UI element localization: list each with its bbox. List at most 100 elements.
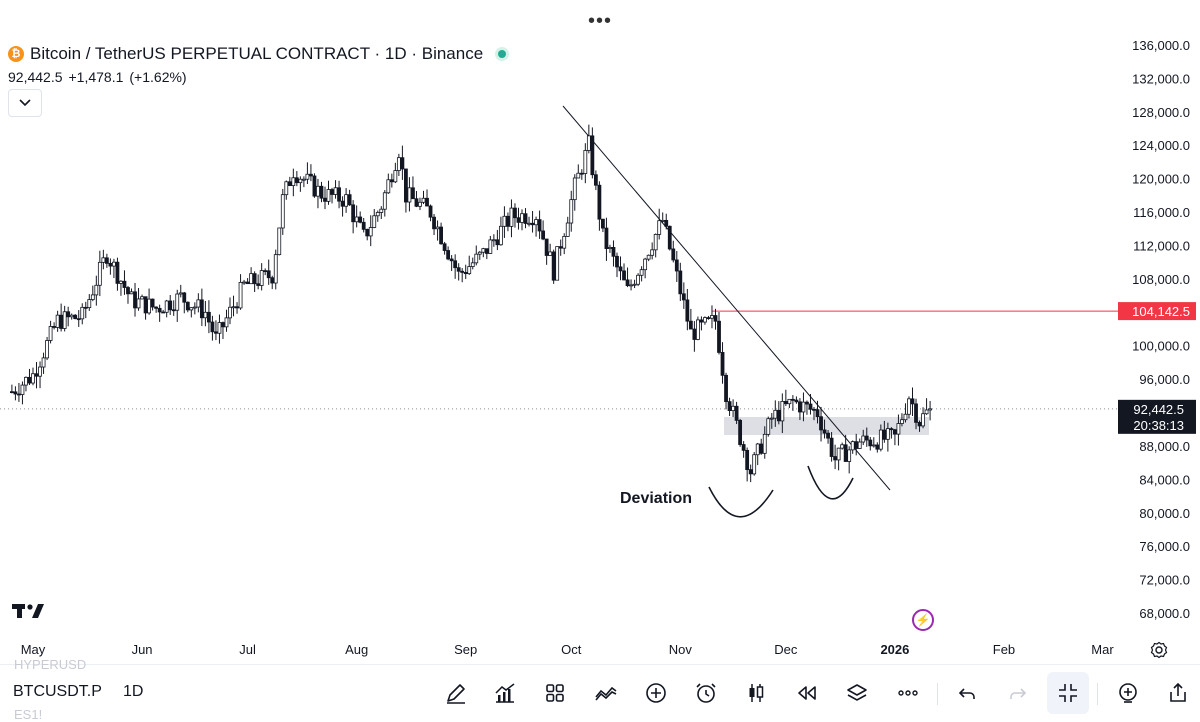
candle-up xyxy=(643,258,648,271)
candle-up xyxy=(94,284,99,296)
candle-up xyxy=(291,177,296,186)
candle-up xyxy=(277,227,282,256)
y-axis-label: 68,000.0 xyxy=(1139,606,1190,621)
drag-handle-dots[interactable]: ••• xyxy=(588,10,613,32)
candle-down xyxy=(463,272,468,275)
candle-up xyxy=(48,326,53,341)
more-button[interactable] xyxy=(891,676,925,710)
settings-gear-icon[interactable] xyxy=(1150,641,1168,664)
symbol-selector[interactable]: BTCUSDT.P xyxy=(13,683,102,700)
candle-up xyxy=(284,181,289,196)
share-button[interactable] xyxy=(1161,676,1195,710)
retest-curve xyxy=(807,465,854,500)
candle-up xyxy=(565,222,570,237)
interval-selector[interactable]: 1D xyxy=(123,683,144,700)
bottom-toolbar: HYPERUSD BTCUSDT.P 1D ES1! xyxy=(0,657,1200,722)
exit-fullscreen-button[interactable] xyxy=(1047,672,1089,714)
indicators-button[interactable] xyxy=(488,676,522,710)
candle-up xyxy=(421,197,426,203)
chart-type-button[interactable] xyxy=(739,676,773,710)
candle-down xyxy=(182,292,187,303)
x-axis-label: Sep xyxy=(454,642,477,657)
candle-down xyxy=(122,280,127,288)
candle-down xyxy=(319,185,324,199)
candle-down xyxy=(625,279,630,287)
x-axis-label: 2026 xyxy=(880,642,909,657)
candle-down xyxy=(843,444,848,462)
candle-up xyxy=(903,413,908,421)
candle-down xyxy=(361,221,366,230)
flash-icon[interactable]: ⚡ xyxy=(912,609,934,631)
candle-down xyxy=(337,187,341,202)
candle-up xyxy=(921,413,925,427)
symbol-title[interactable]: Bitcoin / TetherUS PERPETUAL CONTRACT · … xyxy=(30,44,484,63)
draw-button[interactable] xyxy=(439,676,473,710)
candle-down xyxy=(263,270,268,273)
alert-button[interactable] xyxy=(689,676,723,710)
candle-up xyxy=(773,409,778,419)
candle-down xyxy=(819,416,823,431)
alarm-clock-icon xyxy=(696,683,716,703)
candle-up xyxy=(840,444,845,449)
candle-down xyxy=(893,429,897,435)
candle-down xyxy=(199,299,204,319)
candle-up xyxy=(249,273,254,285)
candle-down xyxy=(245,281,250,285)
pencil-icon xyxy=(447,684,465,704)
candle-down xyxy=(506,215,510,227)
candle-down xyxy=(601,218,605,229)
candle-up xyxy=(386,179,391,194)
replay-button[interactable] xyxy=(790,676,824,710)
candle-down xyxy=(783,400,788,405)
candle-down xyxy=(309,173,313,177)
candle-down xyxy=(340,200,345,207)
candle-down xyxy=(597,184,602,220)
layers-button[interactable] xyxy=(840,676,874,710)
y-axis-label: 124,000.0 xyxy=(1132,138,1190,153)
candle-down xyxy=(579,172,584,175)
redo-button xyxy=(1001,676,1035,710)
add-alert-button[interactable] xyxy=(1111,676,1145,710)
candle-down xyxy=(794,399,799,403)
candle-down xyxy=(185,301,190,311)
candle-down xyxy=(495,239,500,246)
candle-up xyxy=(354,216,359,223)
y-axis-label: 132,000.0 xyxy=(1132,71,1190,86)
last-price: 92,442.5 xyxy=(8,69,63,85)
candle-up xyxy=(562,235,567,249)
x-axis-label: May xyxy=(21,642,46,657)
candle-down xyxy=(143,296,148,314)
previous-symbol-ghost[interactable]: HYPERUSD xyxy=(14,657,87,672)
y-axis-label: 84,000.0 xyxy=(1139,472,1190,487)
candle-down xyxy=(270,277,275,284)
add-button[interactable] xyxy=(639,676,673,710)
y-axis-label: 80,000.0 xyxy=(1139,506,1190,521)
candle-down xyxy=(126,287,130,295)
y-axis-label: 88,000.0 xyxy=(1139,439,1190,454)
candle-up xyxy=(766,418,771,435)
candle-down xyxy=(330,189,334,195)
candle-up xyxy=(769,417,774,420)
compare-button[interactable] xyxy=(589,676,623,710)
candle-up xyxy=(90,294,95,300)
candle-up xyxy=(62,311,67,329)
candle-down xyxy=(404,168,408,203)
candle-up xyxy=(38,366,42,377)
candle-down xyxy=(748,469,753,475)
candle-up xyxy=(474,253,479,264)
collapse-legend-button[interactable] xyxy=(8,89,42,117)
layout-button[interactable] xyxy=(538,676,572,710)
candle-down xyxy=(214,331,218,334)
undo-button[interactable] xyxy=(950,676,984,710)
candle-down xyxy=(206,311,211,323)
candle-up xyxy=(24,376,28,386)
candle-down xyxy=(611,247,616,257)
x-axis-label: Feb xyxy=(993,642,1015,657)
candle-down xyxy=(882,429,887,440)
next-symbol-ghost[interactable]: ES1! xyxy=(14,707,43,722)
candle-up xyxy=(224,317,229,328)
candle-down xyxy=(678,270,683,295)
more-dots-icon xyxy=(898,690,918,696)
candle-up xyxy=(407,187,412,203)
